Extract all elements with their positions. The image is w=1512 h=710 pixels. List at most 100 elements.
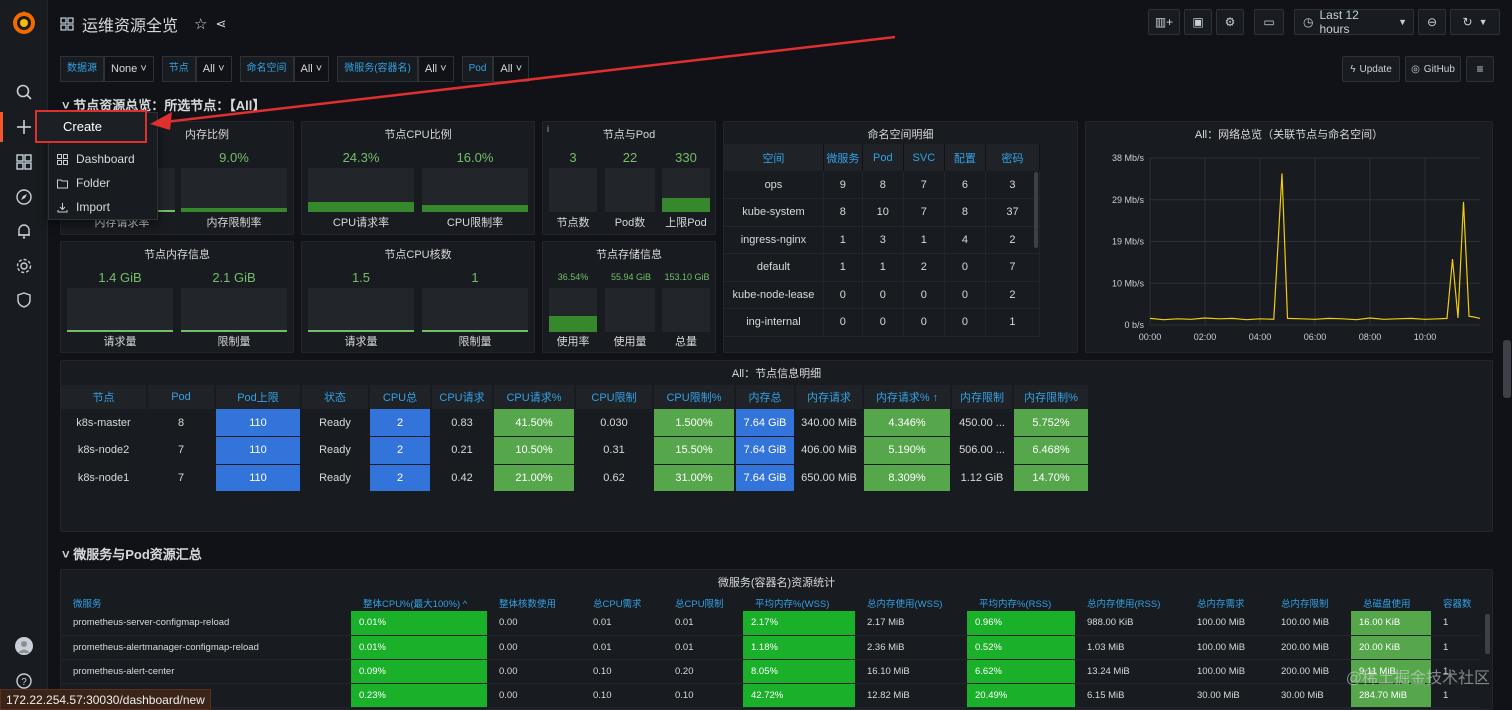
var-pod[interactable]: Pod All ˅ <box>461 56 530 82</box>
plus-icon[interactable] <box>14 117 34 137</box>
table-cell: k8s-node2 <box>61 436 148 465</box>
refresh-button[interactable]: ↻ ▼ <box>1450 9 1500 35</box>
column-header[interactable]: 内存请求 <box>795 385 864 409</box>
column-header[interactable]: 内存限制 <box>951 385 1014 409</box>
panel-title: 内存比例 <box>185 129 229 141</box>
column-header[interactable]: 整体核数使用 <box>499 598 557 610</box>
column-header[interactable]: Pod <box>862 144 904 171</box>
scrollbar[interactable] <box>1034 172 1038 248</box>
column-header[interactable]: 总CPU需求 <box>593 598 642 610</box>
column-header[interactable]: 总内存限制 <box>1281 598 1329 610</box>
column-header[interactable]: 容器数 <box>1443 598 1472 610</box>
create-menu-header[interactable]: Create <box>35 110 147 143</box>
column-header[interactable]: 内存总 <box>735 385 796 409</box>
column-header[interactable]: 微服务 <box>823 144 863 171</box>
column-header[interactable]: CPU总 <box>369 385 432 409</box>
help-icon[interactable]: ? <box>14 671 34 691</box>
time-picker[interactable]: ◷ Last 12 hours ▼ <box>1294 8 1414 36</box>
star-icon[interactable]: ☆ <box>194 16 208 33</box>
settings-button[interactable]: ⚙ <box>1216 9 1244 35</box>
column-header[interactable]: Pod <box>147 385 216 409</box>
var-datasource[interactable]: 数据源 None ˅ <box>60 56 154 82</box>
gauge-line <box>181 330 287 332</box>
table-cell: 31.00% <box>653 464 736 492</box>
column-header[interactable]: 总CPU限制 <box>675 598 724 610</box>
var-namespace[interactable]: 命名空间 All ˅ <box>239 56 330 82</box>
column-header[interactable]: CPU请求 <box>431 385 494 409</box>
shield-icon[interactable] <box>14 290 34 310</box>
column-header[interactable]: 空间 <box>724 144 824 171</box>
column-header[interactable]: 平均内存%(WSS) <box>755 598 830 610</box>
var-value[interactable]: All ˅ <box>195 56 232 82</box>
column-header[interactable]: SVC <box>903 144 945 171</box>
add-panel-icon: ▥+ <box>1154 15 1174 29</box>
var-microservice[interactable]: 微服务(容器名) All ˅ <box>337 56 454 82</box>
var-value[interactable]: All ˅ <box>417 56 454 82</box>
share-icon[interactable]: ⋖ <box>215 16 227 31</box>
var-value[interactable]: All ˅ <box>293 56 330 82</box>
table-row: prometheus-server-configmap-reload 0.01% 0… <box>61 611 1481 636</box>
var-value[interactable]: None ˅ <box>104 56 154 82</box>
table-cell: ops <box>724 171 824 199</box>
zoom-out-button[interactable]: ⊖ <box>1418 9 1446 35</box>
update-button[interactable]: ϟ Update <box>1342 56 1400 82</box>
gauge-storage-total <box>662 288 710 332</box>
table-cell: 0 <box>944 281 986 309</box>
var-node[interactable]: 节点 All ˅ <box>161 56 232 82</box>
column-header[interactable]: 总内存需求 <box>1197 598 1245 610</box>
menu-item-folder[interactable]: Folder <box>57 173 110 193</box>
page-scrollbar[interactable] <box>1503 340 1511 398</box>
github-button[interactable]: ◎ GitHub <box>1405 56 1461 82</box>
column-header[interactable]: CPU限制% <box>653 385 736 409</box>
column-header[interactable]: 内存限制% <box>1013 385 1090 409</box>
grafana-logo-icon[interactable] <box>11 9 37 35</box>
panel-cpu-cores: 节点CPU核数 1.5 请求量 1 限制量 <box>301 241 535 353</box>
var-label: 命名空间 <box>239 56 294 82</box>
column-header[interactable]: 内存请求% ↑ <box>863 385 952 409</box>
menu-item-dashboard[interactable]: Dashboard <box>57 149 135 169</box>
var-value[interactable]: All ˅ <box>493 56 530 82</box>
avatar[interactable] <box>14 636 34 656</box>
menu-item-import[interactable]: Import <box>57 197 110 217</box>
scrollbar[interactable] <box>1485 614 1490 654</box>
add-panel-button[interactable]: ▥+ <box>1148 9 1180 35</box>
save-button[interactable]: ▣ <box>1184 9 1212 35</box>
dashboards-icon[interactable] <box>14 152 34 172</box>
table-row: prometheus-alertmanager-configmap-reload… <box>61 635 1481 660</box>
column-header[interactable]: 总内存使用(WSS) <box>867 598 943 610</box>
table-cell: 5.190% <box>863 436 952 465</box>
column-header[interactable]: CPU请求% <box>493 385 576 409</box>
column-header[interactable]: 总内存使用(RSS) <box>1087 598 1161 610</box>
table-cell: 0.83 <box>431 409 494 437</box>
table-cell: 7.64 GiB <box>735 409 796 437</box>
row-title-nodes[interactable]: ˅ 节点资源总览：所选节点：【All】 <box>62 98 266 113</box>
column-header[interactable]: Pod上限 <box>215 385 302 409</box>
info-icon[interactable]: i <box>547 124 549 134</box>
table-cell: 16.10 MiB <box>855 659 967 684</box>
search-icon[interactable] <box>14 82 34 102</box>
column-header[interactable]: 节点 <box>61 385 148 409</box>
column-header[interactable]: 微服务 <box>73 598 102 610</box>
column-header[interactable]: 密码 <box>985 144 1041 171</box>
table-cell: 0.62 <box>575 464 654 492</box>
column-header[interactable]: 状态 <box>301 385 370 409</box>
tv-mode-button[interactable]: ▭ <box>1254 9 1284 35</box>
column-header[interactable]: CPU限制 <box>575 385 654 409</box>
table-cell: 12.82 MiB <box>855 683 967 708</box>
column-header[interactable]: 总磁盘使用 <box>1363 598 1411 610</box>
x-tick-label: 00:00 <box>1139 332 1162 342</box>
table-cell: 2 <box>369 436 432 465</box>
table-cell: prometheus-alert-center <box>61 659 351 684</box>
explore-icon[interactable] <box>14 187 34 207</box>
gear-icon[interactable] <box>14 256 34 276</box>
y-tick-label: 0 b/s <box>1124 320 1144 330</box>
menu-button[interactable]: ≡ <box>1466 56 1494 82</box>
panel-title: 节点CPU比例 <box>384 129 452 141</box>
column-header[interactable]: 配置 <box>944 144 986 171</box>
column-header[interactable]: 平均内存%(RSS) <box>979 598 1052 610</box>
dashboard-title[interactable]: 运维资源全览 <box>82 18 179 35</box>
bell-icon[interactable] <box>14 221 34 241</box>
column-header[interactable]: 整体CPU%(最大100%) ^ <box>363 598 468 610</box>
table-cell: ing-internal <box>724 308 824 337</box>
row-title-microservices[interactable]: ˅ 微服务与Pod资源汇总 <box>62 547 202 562</box>
